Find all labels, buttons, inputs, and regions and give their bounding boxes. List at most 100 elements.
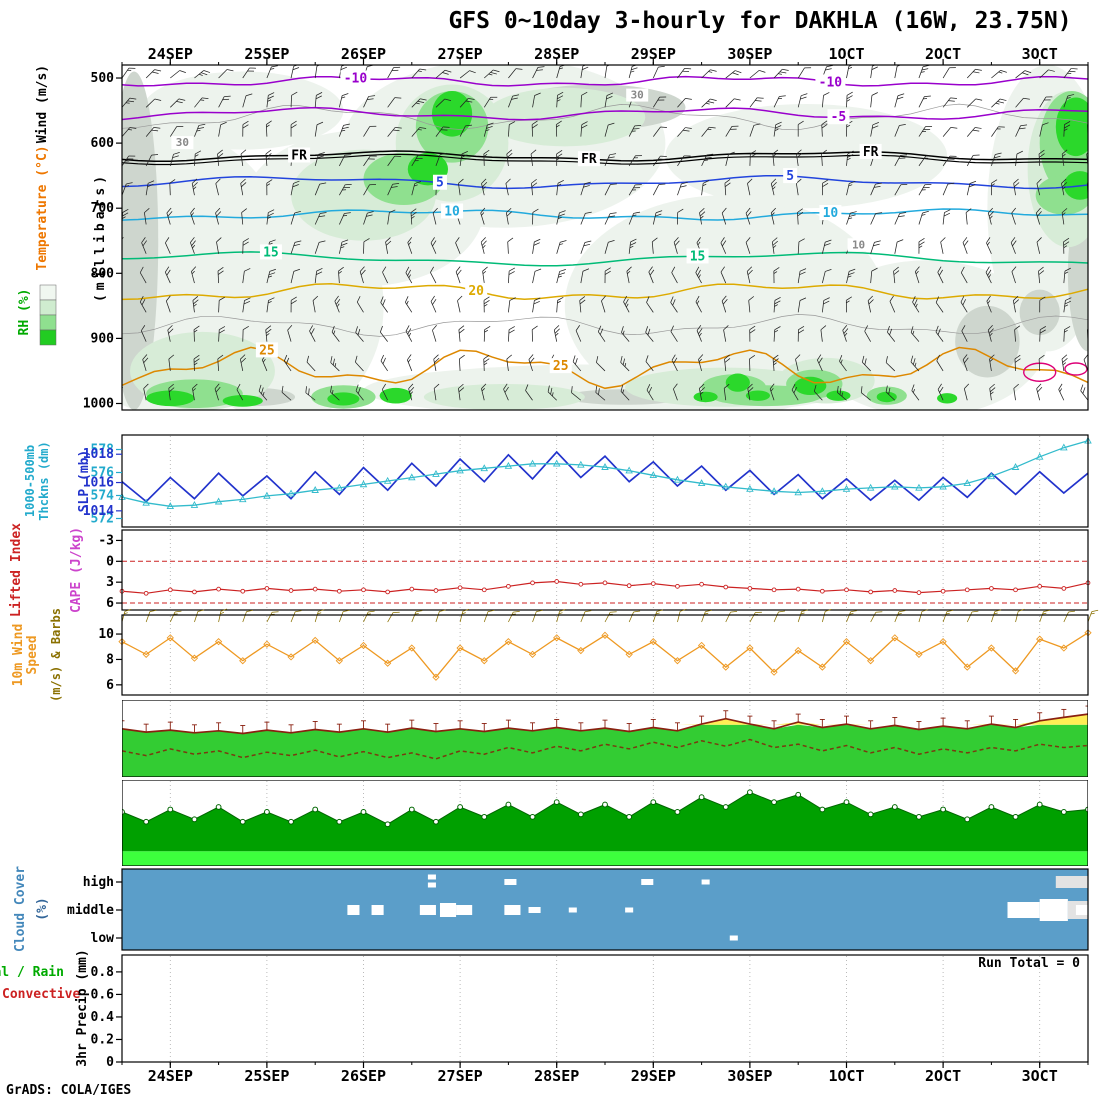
svg-text:(m/s) & Barbs: (m/s) & Barbs: [49, 608, 63, 702]
svg-text:3hr Precip (mm): 3hr Precip (mm): [75, 949, 90, 1066]
svg-text:15: 15: [263, 245, 279, 260]
svg-text:578: 578: [91, 443, 115, 458]
svg-text:20: 20: [98, 726, 114, 741]
svg-text:25SEP: 25SEP: [244, 1067, 289, 1085]
svg-text:700: 700: [91, 201, 115, 216]
svg-text:Cloud Cover: Cloud Cover: [13, 866, 28, 952]
svg-text:0.2: 0.2: [91, 1032, 114, 1047]
svg-text:27SEP: 27SEP: [438, 1067, 483, 1085]
svg-text:Speed: Speed: [25, 635, 40, 674]
svg-text:10m Wind: 10m Wind: [11, 624, 26, 687]
svg-text:low: low: [91, 931, 115, 946]
svg-text:30: 30: [631, 89, 644, 102]
svg-text:-10: -10: [344, 71, 368, 86]
svg-text:900: 900: [91, 331, 115, 346]
svg-text:1000-500mb: 1000-500mb: [23, 445, 37, 517]
svg-text:25: 25: [259, 343, 275, 358]
svg-text:1016: 1016: [83, 476, 114, 491]
panel-stability: -3 0 3 6 Lifted Index CAPE (J/kg): [9, 523, 1091, 617]
svg-text:2m Temp: 2m Temp: [11, 713, 25, 764]
svg-text:2m RH: 2m RH: [29, 802, 44, 841]
labels-upper-air: Wind (m/s) Temperature (°C) RH (%) (milliba…: [17, 65, 108, 346]
svg-text:-3: -3: [98, 533, 114, 548]
svg-text:3OCT: 3OCT: [1022, 45, 1058, 63]
svg-text:25: 25: [553, 359, 569, 374]
svg-text:28SEP: 28SEP: [534, 45, 579, 63]
svg-text:2OCT: 2OCT: [925, 45, 961, 63]
svg-text:70: 70: [98, 839, 114, 854]
svg-text:Thckns (dm): Thckns (dm): [37, 441, 51, 520]
svg-text:600: 600: [91, 136, 115, 151]
panel-rh2m: 70 80 90 2m RH (%): [29, 780, 1088, 866]
svg-text:10: 10: [98, 627, 114, 642]
svg-text:0: 0: [106, 1055, 114, 1070]
panel-slp-thickness: 572 574 576 578 1014 1016 1018 1000-500mb Thckns…: [23, 434, 1092, 528]
grads-credit: GrADS: COLA/IGES: [6, 1083, 132, 1098]
panel-temp2m: 20 2m Temp 2m DewPt (6hr Min/Max) (°C): [11, 695, 1088, 781]
svg-text:-10: -10: [819, 75, 843, 90]
panel-precip: 0 0.2 0.4 0.6 0.8 Run Total = 0 Total / Rain Co…: [0, 949, 1089, 1070]
svg-text:30SEP: 30SEP: [727, 45, 772, 63]
svg-text:5: 5: [786, 169, 794, 184]
svg-text:high: high: [83, 875, 114, 890]
svg-text:2m DewPt: 2m DewPt: [27, 709, 41, 767]
svg-text:0.8: 0.8: [91, 965, 115, 980]
svg-text:Total / Rain: Total / Rain: [0, 965, 64, 980]
svg-text:0.4: 0.4: [91, 1010, 115, 1025]
svg-text:30SEP: 30SEP: [727, 1067, 772, 1085]
svg-text:1018: 1018: [83, 447, 114, 462]
svg-text:576: 576: [91, 466, 115, 481]
svg-text:90: 90: [98, 790, 114, 805]
svg-text:1000: 1000: [83, 396, 114, 411]
svg-text:1OCT: 1OCT: [828, 1067, 864, 1085]
svg-text:Lifted Index: Lifted Index: [9, 523, 24, 617]
svg-text:0: 0: [106, 554, 114, 569]
x-axis: 24SEP 24SEP 25SEP 25SEP 26SEP 26SEP 27SEP 27SEP…: [121, 45, 1089, 1085]
svg-text:Run Total = 0: Run Total = 0: [978, 956, 1080, 971]
svg-text:574: 574: [91, 489, 115, 504]
svg-text:(6hr Min/Max): (6hr Min/Max): [46, 695, 59, 781]
svg-text:500: 500: [91, 71, 115, 86]
svg-text:10: 10: [823, 206, 839, 221]
svg-text:15: 15: [690, 249, 706, 264]
svg-text:800: 800: [91, 266, 115, 281]
svg-text:2OCT: 2OCT: [925, 1067, 961, 1085]
svg-text:25SEP: 25SEP: [244, 45, 289, 63]
svg-text:29SEP: 29SEP: [631, 45, 676, 63]
svg-text:3: 3: [106, 575, 114, 590]
svg-text:Convective: Convective: [2, 987, 80, 1002]
svg-text:Wind (m/s): Wind (m/s): [35, 65, 50, 143]
svg-text:24SEP: 24SEP: [148, 45, 193, 63]
svg-text:26SEP: 26SEP: [341, 1067, 386, 1085]
svg-text:80: 80: [98, 815, 114, 830]
svg-text:5: 5: [436, 176, 444, 191]
svg-text:(%): (%): [51, 810, 66, 833]
svg-text:27SEP: 27SEP: [438, 45, 483, 63]
chart-title: GFS 0~10day 3-hourly for DAKHLA (16W, 23…: [448, 8, 1072, 34]
svg-text:CAPE (J/kg): CAPE (J/kg): [69, 527, 84, 613]
svg-text:(millibars): (millibars): [93, 172, 108, 302]
svg-text:6: 6: [106, 596, 114, 611]
svg-text:1014: 1014: [83, 504, 114, 519]
svg-text:FR: FR: [863, 145, 879, 160]
svg-text:30: 30: [176, 136, 189, 149]
svg-text:28SEP: 28SEP: [534, 1067, 579, 1085]
svg-text:-5: -5: [831, 110, 847, 125]
svg-text:1OCT: 1OCT: [828, 45, 864, 63]
svg-text:10: 10: [444, 204, 460, 219]
svg-text:3OCT: 3OCT: [1022, 1067, 1058, 1085]
svg-text:6: 6: [106, 678, 114, 693]
svg-text:FR: FR: [581, 152, 597, 167]
svg-text:FR: FR: [291, 148, 307, 163]
svg-text:20: 20: [468, 284, 484, 299]
svg-text:Temperature (°C): Temperature (°C): [35, 145, 50, 270]
svg-text:26SEP: 26SEP: [341, 45, 386, 63]
svg-text:SLP (mb): SLP (mb): [77, 450, 92, 513]
svg-text:0.6: 0.6: [91, 987, 115, 1002]
svg-text:RH (%): RH (%): [17, 289, 32, 336]
svg-text:middle: middle: [67, 903, 114, 918]
svg-text:8: 8: [106, 652, 114, 667]
svg-text:572: 572: [91, 512, 114, 527]
